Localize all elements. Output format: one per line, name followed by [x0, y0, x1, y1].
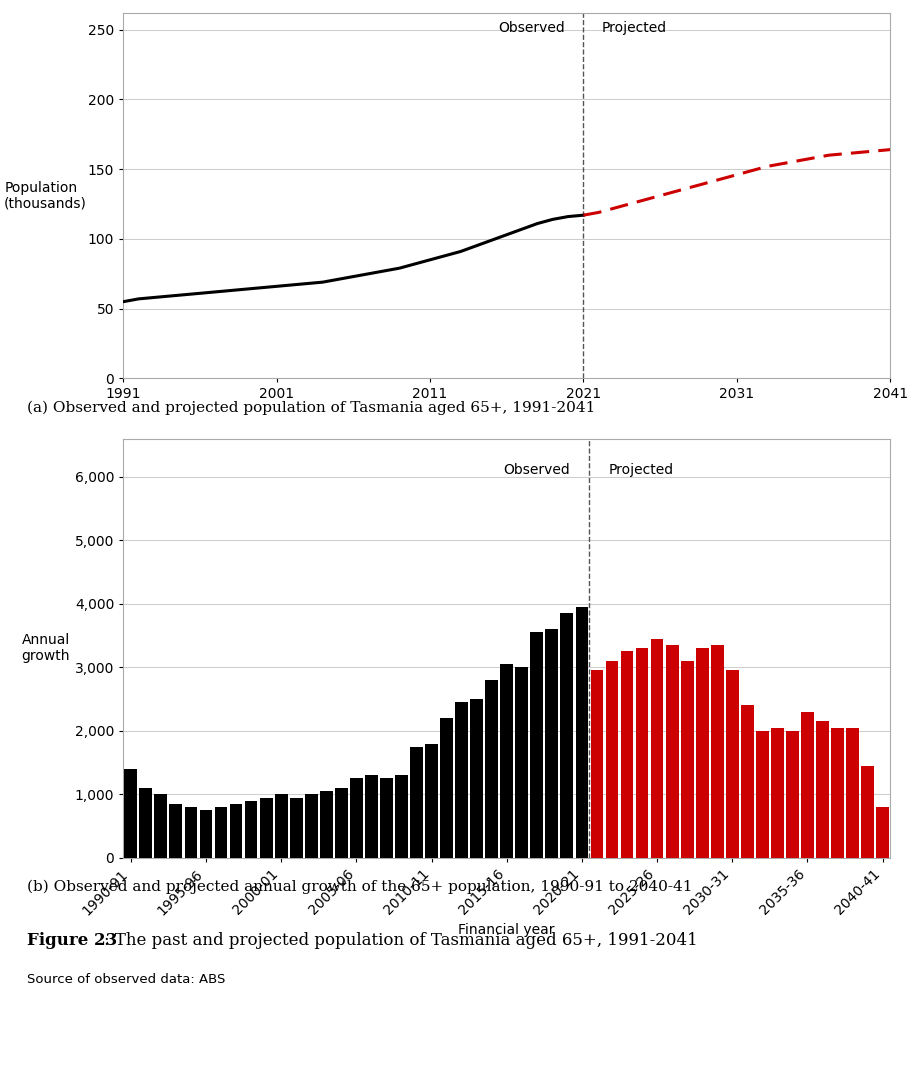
Bar — [696, 648, 708, 858]
Bar — [335, 788, 348, 858]
Bar — [365, 775, 378, 858]
Text: : The past and projected population of Tasmania aged 65+, 1991-2041: : The past and projected population of T… — [104, 932, 698, 949]
Bar — [786, 731, 799, 858]
Bar — [350, 778, 362, 858]
Bar — [184, 807, 197, 858]
Bar — [456, 702, 468, 858]
Bar — [410, 747, 423, 858]
Bar — [651, 639, 664, 858]
Bar — [741, 705, 754, 858]
Bar — [245, 801, 257, 858]
Bar — [635, 648, 648, 858]
Text: Projected: Projected — [602, 22, 666, 35]
Bar — [440, 718, 453, 858]
Text: Annual
growth: Annual growth — [21, 633, 70, 663]
Bar — [515, 668, 528, 858]
Bar — [666, 645, 678, 858]
Bar — [726, 671, 739, 858]
Bar — [681, 661, 694, 858]
Bar — [470, 699, 483, 858]
Text: Population
(thousands): Population (thousands) — [5, 181, 87, 211]
Bar — [575, 607, 588, 858]
Text: Observed: Observed — [498, 22, 565, 35]
Bar — [259, 798, 272, 858]
Text: (a) Observed and projected population of Tasmania aged 65+, 1991-2041: (a) Observed and projected population of… — [27, 400, 595, 415]
Bar — [500, 664, 513, 858]
Text: Source of observed data: ABS: Source of observed data: ABS — [27, 973, 226, 986]
Bar — [215, 807, 227, 858]
Bar — [170, 804, 183, 858]
Bar — [380, 778, 393, 858]
Bar — [771, 728, 783, 858]
Bar — [545, 629, 558, 858]
Bar — [876, 807, 889, 858]
Text: (b) Observed and projected annual growth of the 65+ population, 1990-91 to 2040-: (b) Observed and projected annual growth… — [27, 879, 693, 894]
Bar — [305, 794, 318, 858]
Bar — [486, 680, 498, 858]
Bar — [816, 721, 829, 858]
Bar — [275, 794, 288, 858]
Bar — [711, 645, 724, 858]
Bar — [124, 769, 137, 858]
Text: Projected: Projected — [609, 463, 674, 477]
Bar — [320, 791, 332, 858]
Bar — [561, 613, 573, 858]
X-axis label: Financial year: Financial year — [458, 923, 555, 937]
Text: Observed: Observed — [503, 463, 570, 477]
Bar — [756, 731, 769, 858]
Bar — [425, 744, 438, 858]
Bar — [154, 794, 167, 858]
Bar — [591, 671, 603, 858]
Text: Figure 23: Figure 23 — [27, 932, 117, 949]
Bar — [230, 804, 243, 858]
Bar — [530, 632, 543, 858]
Bar — [200, 811, 213, 858]
Bar — [831, 728, 844, 858]
Bar — [140, 788, 152, 858]
Bar — [846, 728, 859, 858]
Bar — [605, 661, 618, 858]
Bar — [861, 765, 874, 858]
Bar — [289, 798, 302, 858]
Bar — [801, 712, 813, 858]
Bar — [621, 651, 634, 858]
Bar — [395, 775, 408, 858]
